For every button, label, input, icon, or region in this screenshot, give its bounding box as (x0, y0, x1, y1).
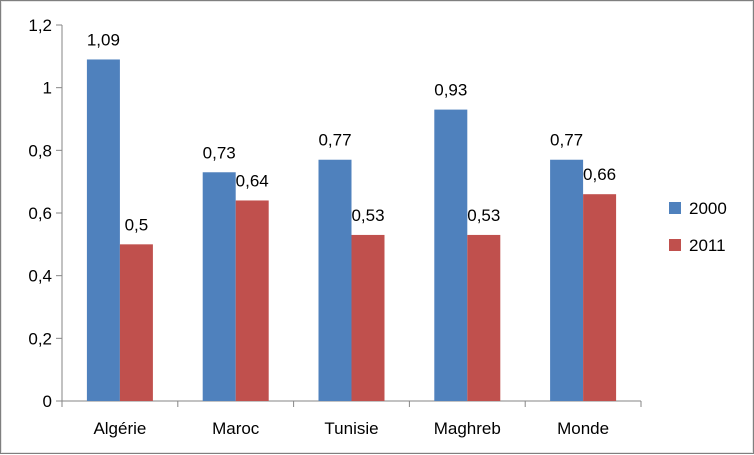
legend-swatch-2000 (669, 202, 681, 214)
x-tick-label: Maroc (212, 419, 260, 438)
legend-label: 2011 (689, 236, 726, 255)
legend-swatch-2011 (669, 239, 681, 251)
data-label: 0,77 (318, 131, 351, 150)
bar-2011 (119, 244, 153, 401)
y-tick-label: 1,2 (28, 16, 52, 35)
data-label: 0,53 (351, 206, 384, 225)
bar-2000 (550, 159, 584, 401)
bar-2011 (235, 200, 269, 401)
x-tick-label: Monde (557, 419, 609, 438)
x-tick-label: Algérie (93, 419, 146, 438)
data-label: 0,53 (467, 206, 500, 225)
y-tick-label: 0,4 (28, 267, 52, 286)
legend: 2000 2011 (669, 199, 727, 255)
y-tick-label: 0,8 (28, 141, 52, 160)
data-label: 0,5 (125, 215, 149, 234)
y-axis-ticks: 0 0,2 0,4 0,6 0,8 1 1,2 (28, 16, 62, 411)
legend-label: 2000 (689, 199, 727, 218)
bar-series-group: 1,090,50,730,640,770,530,930,530,770,66 (87, 30, 616, 401)
bar-2000 (202, 172, 236, 401)
y-tick-label: 0,2 (28, 329, 52, 348)
bar-2011 (467, 234, 501, 401)
y-tick-label: 0,6 (28, 204, 52, 223)
x-axis-labels: Algérie Maroc Tunisie Maghreb Monde (61, 401, 642, 438)
bar-2011 (583, 194, 617, 401)
y-tick-label: 1 (43, 79, 52, 98)
data-label: 0,93 (434, 81, 467, 100)
data-label: 1,09 (87, 30, 120, 49)
bar-2000 (434, 109, 468, 401)
data-label: 0,66 (583, 165, 616, 184)
data-label: 0,73 (203, 143, 236, 162)
bar-2000 (86, 59, 120, 401)
y-tick-label: 0 (43, 392, 52, 411)
x-tick-label: Tunisie (324, 419, 378, 438)
data-label: 0,64 (236, 171, 269, 190)
bar-2000 (318, 159, 352, 401)
bar-2011 (351, 234, 385, 401)
data-label: 0,77 (550, 131, 583, 150)
x-tick-label: Maghreb (434, 419, 501, 438)
